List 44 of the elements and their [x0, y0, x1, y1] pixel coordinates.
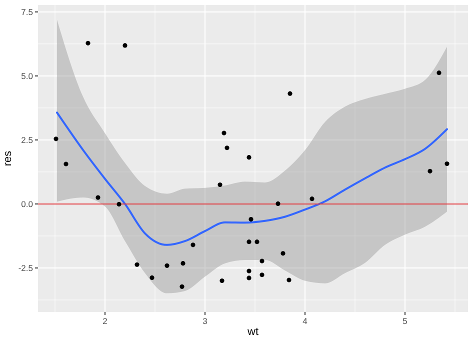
- line-series: [56, 112, 448, 246]
- point: [64, 162, 68, 166]
- x-tick-label: 4: [302, 316, 308, 326]
- point: [180, 284, 184, 289]
- point: [248, 217, 254, 222]
- point: [218, 182, 222, 188]
- point: [260, 258, 264, 264]
- point: [224, 146, 230, 150]
- point: [246, 240, 252, 244]
- point: [260, 272, 264, 278]
- point: [246, 268, 252, 274]
- x-tick-label: 5: [402, 316, 408, 326]
- point: [116, 202, 122, 207]
- point: [220, 278, 224, 284]
- y-axis-title: res: [2, 150, 14, 166]
- point: [96, 195, 100, 200]
- x-axis-title: wt: [246, 326, 258, 338]
- point: [310, 196, 314, 202]
- point: [246, 155, 252, 160]
- point: [444, 161, 450, 166]
- point: [428, 168, 432, 174]
- point: [86, 40, 90, 46]
- point: [134, 262, 140, 267]
- y-tick-label: 7.5: [21, 6, 34, 17]
- x-tick-label: 2: [102, 316, 108, 326]
- point: [436, 70, 442, 76]
- y-tick-label: -2.5: [18, 262, 34, 273]
- point: [280, 251, 286, 256]
- point: [180, 261, 186, 266]
- y-tick-label: 5.0: [21, 70, 34, 81]
- point: [190, 242, 196, 248]
- point: [286, 278, 292, 282]
- point: [54, 136, 58, 142]
- point: [288, 91, 292, 96]
- point: [254, 240, 260, 244]
- point: [164, 263, 170, 268]
- point: [122, 43, 128, 48]
- point: [276, 201, 280, 206]
- point: [150, 275, 154, 280]
- y-tick-label: 2.5: [21, 134, 34, 145]
- x-tick-label: 3: [202, 316, 208, 326]
- point: [246, 276, 252, 280]
- y-tick-label: 0.0: [21, 198, 34, 209]
- point: [222, 130, 226, 136]
